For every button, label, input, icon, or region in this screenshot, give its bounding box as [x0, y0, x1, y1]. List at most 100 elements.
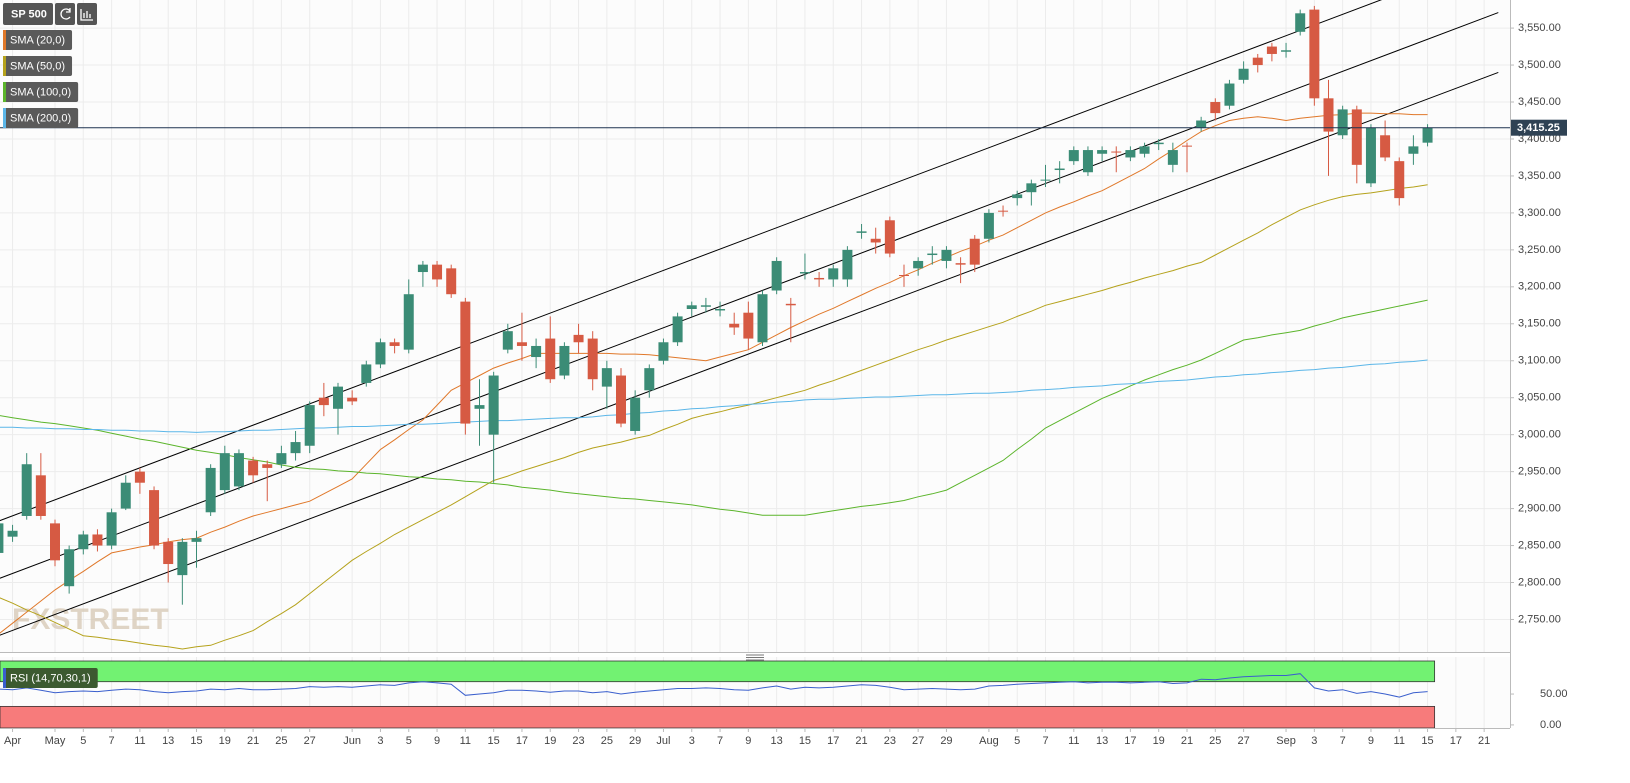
candle-body	[1323, 98, 1334, 132]
candle-body	[1111, 151, 1122, 153]
candle-body	[333, 386, 343, 409]
x-tick-label: 11	[1394, 735, 1405, 747]
candle-body	[1380, 135, 1391, 158]
candle-body	[92, 534, 103, 546]
candle-body	[276, 453, 287, 465]
candle-body	[1012, 194, 1023, 199]
candle-body	[1125, 150, 1136, 158]
legend-box[interactable]	[3, 108, 79, 128]
x-tick-label: 5	[80, 735, 86, 747]
legend-box[interactable]	[3, 56, 73, 76]
x-tick-label: 17	[1124, 735, 1136, 747]
y-tick-label: 0.00	[1540, 719, 1561, 731]
candle-body	[1252, 57, 1263, 66]
legend-swatch	[3, 56, 6, 76]
x-tick-label: 27	[912, 735, 924, 747]
candle-body	[106, 512, 117, 546]
candle-body	[1082, 150, 1093, 173]
candle-body	[516, 342, 527, 346]
main-plot	[0, 0, 1510, 650]
y-tick-label: 50.00	[1540, 688, 1568, 700]
x-tick-label: 5	[406, 735, 412, 747]
candle-body	[1139, 146, 1150, 154]
legend-box[interactable]	[3, 82, 79, 102]
x-tick-label: 11	[134, 735, 145, 747]
candle-body	[64, 549, 75, 587]
x-tick-label: 17	[827, 735, 839, 747]
candle-body	[658, 342, 669, 361]
legend-label: RSI (14,70,30,1)	[10, 672, 91, 684]
candle-body	[219, 453, 230, 491]
symbol-box[interactable]	[3, 3, 53, 25]
candle-body	[446, 268, 457, 295]
oversold-band	[0, 705, 1436, 728]
overbought-band	[0, 660, 1436, 683]
candle-body	[1365, 127, 1376, 184]
toolbar: SP 500	[3, 3, 97, 25]
x-tick-label: Sep	[1276, 735, 1296, 747]
candle-body	[1182, 145, 1192, 147]
sma-line	[0, 184, 1428, 650]
x-tick-label: 15	[1421, 735, 1433, 747]
x-tick-label: 23	[572, 735, 584, 747]
legend-swatch	[3, 30, 6, 50]
resize-handle[interactable]	[746, 654, 764, 661]
y-tick-label: 3,350.00	[1518, 170, 1561, 182]
refresh-button[interactable]	[55, 3, 75, 25]
legend-swatch	[3, 108, 6, 128]
candle-body	[616, 375, 626, 424]
x-tick-label: 9	[745, 735, 751, 747]
candle-body	[1153, 142, 1164, 145]
candle-body	[1295, 13, 1306, 32]
candle-body	[290, 442, 301, 454]
trend-line	[0, 71, 1499, 636]
candle-body	[771, 260, 782, 291]
x-tick-label: 19	[1153, 735, 1165, 747]
candle-body	[927, 253, 938, 256]
candle-body	[1196, 120, 1207, 128]
candle-body	[672, 316, 683, 343]
legend-box[interactable]	[3, 668, 98, 688]
x-tick-label: 9	[434, 735, 440, 747]
legend-box[interactable]	[3, 30, 73, 50]
candle-body	[700, 305, 711, 307]
y-tick-label: 3,300.00	[1518, 207, 1561, 219]
candle-body	[743, 312, 754, 339]
candle-body	[1167, 150, 1178, 165]
candle-body	[1266, 46, 1277, 54]
candle-body	[21, 464, 32, 516]
x-tick-label: 13	[1096, 735, 1108, 747]
x-tick-label: 29	[629, 735, 641, 747]
price-label-box	[1511, 119, 1567, 136]
y-tick-label: 2,900.00	[1518, 502, 1561, 514]
candle-body	[460, 301, 471, 424]
x-tick-label: 7	[109, 735, 115, 747]
y-tick-label: 3,150.00	[1518, 318, 1561, 330]
x-tick-label: 7	[1042, 735, 1048, 747]
grid	[0, 0, 1510, 728]
x-tick-label: 3	[689, 735, 695, 747]
y-tick-label: 3,000.00	[1518, 429, 1561, 441]
x-tick-label: Apr	[4, 735, 21, 747]
candle-body	[856, 231, 867, 233]
candle-body	[828, 268, 839, 280]
candle-body	[1238, 68, 1249, 80]
candle-body	[389, 342, 400, 346]
rsi-plot	[0, 660, 1436, 728]
candle-body	[347, 397, 358, 402]
y-tick-label: 3,400.00	[1518, 133, 1561, 145]
y-tick-label: 3,550.00	[1518, 22, 1561, 34]
indicator-icon	[80, 9, 93, 21]
rsi-line	[0, 673, 1428, 698]
y-tick-label: 3,250.00	[1518, 244, 1561, 256]
y-tick-label: 2,850.00	[1518, 539, 1561, 551]
candle-body	[361, 364, 372, 383]
x-tick-label: 21	[1478, 735, 1490, 747]
candle-body	[601, 368, 612, 387]
candle-body	[913, 260, 924, 269]
trend-line	[0, 0, 1383, 522]
x-tick-label: 25	[1209, 735, 1221, 747]
candle-body	[177, 541, 188, 576]
x-tick-label: 27	[1237, 735, 1249, 747]
